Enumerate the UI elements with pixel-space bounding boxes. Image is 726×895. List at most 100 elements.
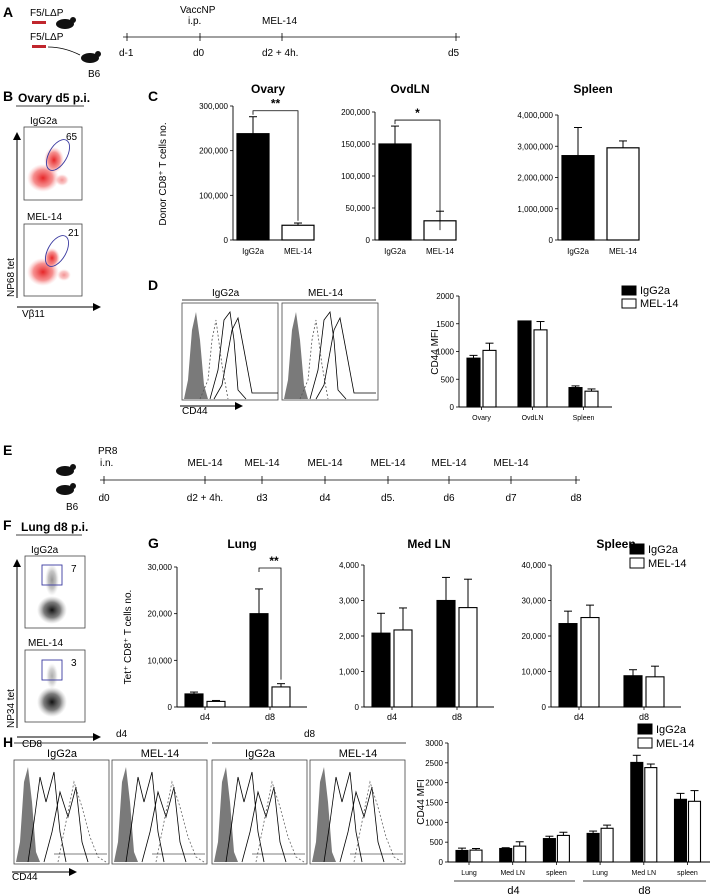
y-tick-label: 50,000	[346, 204, 371, 213]
timepoint-label: d-1	[119, 48, 134, 59]
panel-b-top-value: 65	[66, 132, 78, 143]
mouse2-label: F5/LΔP	[30, 32, 64, 43]
panel-e-mouse-label: B6	[66, 502, 79, 513]
timepoint-label: d8	[570, 493, 582, 504]
legend-label: MEL-14	[648, 558, 687, 570]
sample-histogram-line	[225, 771, 265, 863]
chart-g-medln: 0 1,000 2,000 3,000 4,000 Med LN d4 d8	[339, 537, 494, 722]
injection-label: MEL-14	[493, 458, 528, 469]
y-tick-label: 2500	[425, 759, 443, 768]
bar	[469, 849, 483, 863]
bar	[542, 838, 556, 863]
bar	[533, 329, 548, 408]
isotype-control-histogram	[16, 767, 40, 862]
sample-histogram-line	[213, 316, 278, 400]
panel-e-ticks: d0 d2 + 4h. d3 d4 d5. d6 d7 d8 MEL-14 MEL-14 MEL-1…	[98, 458, 582, 504]
panel-f-top-value: 7	[71, 564, 77, 575]
tetramer-gate	[46, 139, 70, 171]
injection-label: MEL-14	[370, 458, 405, 469]
panel-letter-b: B	[3, 88, 13, 104]
y-tick-label: 10,000	[522, 668, 547, 677]
chart-title: Lung	[227, 537, 256, 551]
control-histogram-line	[255, 780, 305, 863]
x-tick-label: d4	[200, 712, 210, 722]
y-tick-label: 3000	[425, 739, 443, 748]
legend-swatch	[629, 543, 645, 555]
transfer-syringe-icon	[32, 21, 46, 24]
chart-title: Spleen	[573, 82, 612, 96]
isotype-control-histogram	[114, 767, 138, 862]
chart-c-ovdln: 0 50,000 100,000 150,000 200,000 OvdLN IgG2a ME…	[341, 82, 457, 256]
panel-e-schematic: B6 PR8 i.n. d0 d2 + 4h. d3 d4 d5. d6 d7 d8 MEL-1…	[56, 446, 582, 513]
y-tick-label: 0	[439, 858, 444, 867]
chart-title: Ovary	[251, 82, 285, 96]
y-tick-label: 500	[441, 375, 455, 384]
legend-swatch	[621, 298, 637, 309]
x-tick-label: Spleen	[573, 415, 595, 422]
chart-g-lung: 0 10,000 20,000 30,000 Lung d4 d8 Tet⁺ CD8⁺ T c…	[123, 537, 307, 722]
x-tick-label: MEL-14	[284, 247, 313, 256]
x-tick-label: Ovary	[472, 415, 491, 422]
bar	[206, 700, 226, 708]
bar	[184, 693, 204, 708]
bar	[378, 143, 412, 241]
sample-histogram-line	[339, 786, 385, 863]
bar	[584, 390, 599, 408]
chart-title: Spleen	[596, 537, 635, 551]
bar	[586, 832, 600, 863]
panel-f-flow-plots: Lung d8 p.i. IgG2a 7 MEL-14 3 NP34 tet C…	[6, 520, 101, 750]
x-tick-label: Med LN	[632, 870, 657, 877]
tetramer-gate	[41, 659, 63, 681]
timepoint-label: d0	[98, 493, 110, 504]
significance-label: **	[269, 554, 279, 568]
x-tick-label: Lung	[461, 870, 477, 877]
isotype-control-histogram	[284, 312, 308, 399]
sample-histogram-line	[209, 310, 247, 400]
timepoint-label: d4	[319, 493, 331, 504]
panel-h-histogram-row: IgG2a MEL-14 IgG2a MEL-14	[13, 748, 406, 865]
panel-d-hist2-label: MEL-14	[308, 288, 343, 299]
transfer-arrow-icon	[47, 46, 81, 56]
bar	[499, 847, 513, 863]
x-tick-label: d8	[452, 712, 462, 722]
x-tick-label: IgG2a	[384, 247, 406, 256]
mouse-icon	[56, 485, 74, 495]
timepoint-label: d5	[448, 48, 460, 59]
timepoint-label: d5.	[381, 493, 395, 504]
dot-plot-population	[55, 174, 69, 186]
route-label: i.p.	[188, 16, 201, 27]
y-tick-label: 1000	[425, 818, 443, 827]
panel-letter-c: C	[148, 88, 158, 104]
y-axis-label: CD44 MFI	[430, 329, 441, 375]
dot-plot-population	[37, 687, 67, 717]
sample-histogram-line	[141, 786, 187, 863]
panel-letter-d: D	[148, 277, 158, 293]
panel-f-bottom-label: MEL-14	[28, 638, 63, 649]
y-tick-label: 1,000	[339, 668, 360, 677]
y-axis-label: CD44 MFI	[416, 779, 427, 825]
transfer-syringe-icon	[32, 45, 46, 48]
y-tick-label: 30,000	[148, 563, 173, 572]
bar	[644, 767, 658, 863]
dot-plot-population	[45, 564, 59, 596]
timepoint-label: d2 + 4h.	[262, 48, 298, 59]
panel-f-bottom-value: 3	[71, 658, 77, 669]
sample-histogram-line	[309, 310, 347, 400]
day-group-label: d4	[507, 885, 519, 895]
bar	[271, 686, 291, 708]
bar	[600, 827, 614, 863]
dot-plot-population	[57, 269, 71, 281]
bar	[281, 224, 315, 241]
panel-letter-a: A	[3, 4, 13, 20]
y-tick-label: 0	[549, 236, 554, 245]
sample-histogram-line	[315, 316, 376, 400]
isotype-control-histogram	[184, 312, 208, 399]
mouse1-label: F5/LΔP	[30, 8, 64, 19]
bar	[513, 845, 527, 863]
panel-b-bottom-label: MEL-14	[27, 212, 62, 223]
chart-g-spleen: 0 10,000 20,000 30,000 40,000 Spleen d4 d8 IgG2a…	[522, 537, 687, 722]
panel-letter-e: E	[3, 442, 12, 458]
x-tick-label: spleen	[546, 870, 567, 877]
